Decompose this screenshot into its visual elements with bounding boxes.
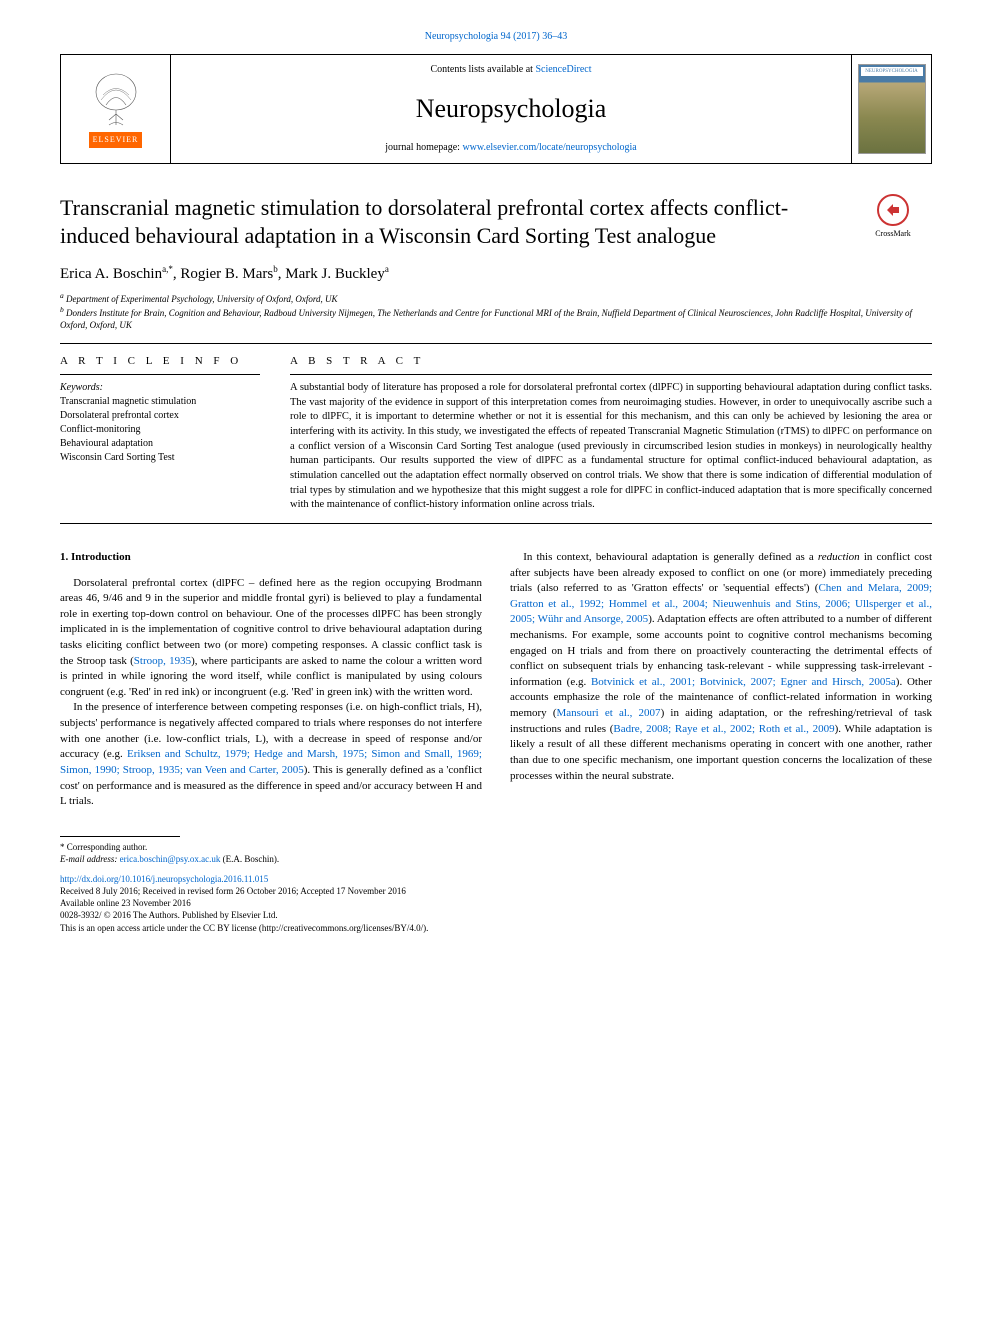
abstract: A B S T R A C T A substantial body of li…: [290, 354, 932, 513]
homepage-link[interactable]: www.elsevier.com/locate/neuropsychologia: [462, 142, 636, 153]
article-info-label: A R T I C L E I N F O: [60, 354, 260, 369]
abstract-label: A B S T R A C T: [290, 354, 932, 369]
corresponding-author: * Corresponding author.: [60, 841, 932, 853]
keyword: Dorsolateral prefrontal cortex: [60, 409, 260, 423]
citation-link[interactable]: Mansouri et al., 2007: [557, 707, 661, 719]
citation-link[interactable]: Badre, 2008; Raye et al., 2002; Roth et …: [613, 723, 834, 735]
elsevier-wordmark: ELSEVIER: [89, 132, 143, 147]
license-line: This is an open access article under the…: [60, 922, 932, 934]
journal-cover[interactable]: NEUROPSYCHOLOGIA: [851, 55, 931, 163]
author-3: Mark J. Buckleya: [285, 266, 389, 282]
crossmark-icon: [877, 194, 909, 226]
affiliation-b: b Donders Institute for Brain, Cognition…: [60, 305, 932, 331]
received-line: Received 8 July 2016; Received in revise…: [60, 885, 932, 897]
header-center: Contents lists available at ScienceDirec…: [171, 55, 851, 163]
email-line: E-mail address: erica.boschin@psy.ox.ac.…: [60, 853, 932, 865]
author-2: Rogier B. Marsb: [180, 266, 277, 282]
info-rule: [60, 374, 260, 375]
paragraph: In the presence of interference between …: [60, 700, 482, 809]
divider: [60, 343, 932, 344]
sciencedirect-link[interactable]: ScienceDirect: [535, 64, 591, 75]
keyword: Wisconsin Card Sorting Test: [60, 451, 260, 465]
homepage-line: journal homepage: www.elsevier.com/locat…: [385, 141, 637, 155]
issn-line: 0028-3932/ © 2016 The Authors. Published…: [60, 909, 932, 921]
author-1: Erica A. Boschina,*: [60, 266, 173, 282]
running-citation: Neuropsychologia 94 (2017) 36–43: [60, 30, 932, 44]
citation-link[interactable]: Neuropsychologia 94 (2017) 36–43: [425, 31, 567, 42]
section-heading: 1. Introduction: [60, 550, 482, 566]
keyword: Behavioural adaptation: [60, 437, 260, 451]
elsevier-tree-icon: [81, 70, 151, 130]
abstract-text: A substantial body of literature has pro…: [290, 381, 932, 513]
article-title: Transcranial magnetic stimulation to dor…: [60, 194, 844, 249]
divider: [60, 523, 932, 524]
citation-link[interactable]: Stroop, 1935: [134, 655, 191, 667]
cover-label: NEUROPSYCHOLOGIA: [861, 67, 923, 76]
citation-link[interactable]: Botvinick et al., 2001; Botvinick, 2007;…: [591, 676, 896, 688]
paragraph: Dorsolateral prefrontal cortex (dlPFC – …: [60, 576, 482, 701]
crossmark-badge[interactable]: CrossMark: [854, 194, 932, 239]
footnote-rule: [60, 836, 180, 837]
journal-header: ELSEVIER Contents lists available at Sci…: [60, 54, 932, 164]
info-abstract-row: A R T I C L E I N F O Keywords: Transcra…: [60, 354, 932, 513]
abstract-rule: [290, 374, 932, 375]
affiliations: a Department of Experimental Psychology,…: [60, 291, 932, 331]
email-link[interactable]: erica.boschin@psy.ox.ac.uk: [120, 854, 221, 864]
keyword: Conflict-monitoring: [60, 423, 260, 437]
available-line: Available online 23 November 2016: [60, 897, 932, 909]
contents-line: Contents lists available at ScienceDirec…: [430, 63, 591, 77]
article-info: A R T I C L E I N F O Keywords: Transcra…: [60, 354, 260, 513]
elsevier-logo[interactable]: ELSEVIER: [61, 55, 171, 163]
affiliation-a: a Department of Experimental Psychology,…: [60, 291, 932, 305]
cover-thumbnail: NEUROPSYCHOLOGIA: [858, 64, 926, 154]
keyword: Transcranial magnetic stimulation: [60, 395, 260, 409]
authors: Erica A. Boschina,*, Rogier B. Marsb, Ma…: [60, 263, 932, 285]
footer: * Corresponding author. E-mail address: …: [60, 836, 932, 934]
paragraph: In this context, behavioural adaptation …: [510, 550, 932, 784]
keywords-list: Transcranial magnetic stimulation Dorsol…: [60, 395, 260, 465]
body-text: 1. Introduction Dorsolateral prefrontal …: [60, 550, 932, 810]
crossmark-label: CrossMark: [875, 228, 911, 239]
journal-name: Neuropsychologia: [416, 91, 607, 127]
keywords-label: Keywords:: [60, 381, 260, 395]
doi-link[interactable]: http://dx.doi.org/10.1016/j.neuropsychol…: [60, 874, 268, 884]
